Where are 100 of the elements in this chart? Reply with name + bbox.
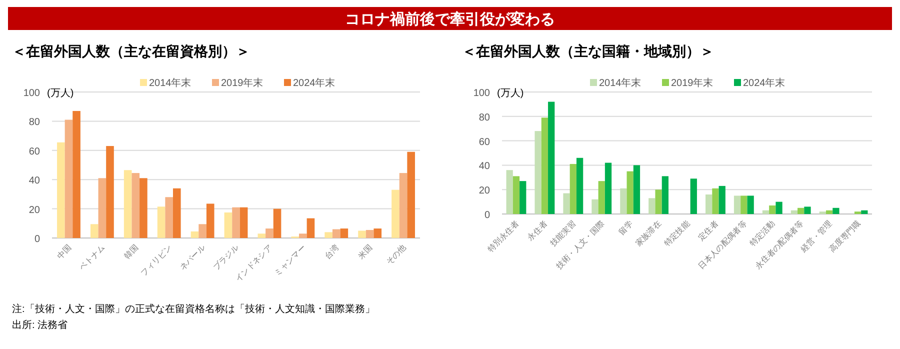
bar xyxy=(157,206,166,238)
legend-label: 2024年末 xyxy=(743,77,786,89)
bar xyxy=(570,164,576,214)
bar xyxy=(576,158,584,214)
bar xyxy=(534,131,542,214)
bar xyxy=(506,170,513,214)
y-tick-label: 0 xyxy=(484,210,490,221)
bar xyxy=(655,190,662,214)
x-tick-label: 特定技能 xyxy=(662,219,692,248)
bar xyxy=(172,188,181,238)
bar xyxy=(140,178,148,238)
x-tick-label: 家族滞在 xyxy=(634,219,663,248)
bar xyxy=(804,206,811,214)
bar xyxy=(273,208,282,238)
bar xyxy=(604,162,612,214)
bar xyxy=(106,146,114,238)
bar xyxy=(662,176,668,214)
y-tick-label: 40 xyxy=(28,176,40,187)
bar xyxy=(592,199,598,214)
x-tick-label: 特別永住者 xyxy=(486,219,521,254)
bar xyxy=(798,208,804,214)
bar xyxy=(324,232,332,238)
y-tick-label: 80 xyxy=(28,117,40,128)
bar xyxy=(98,178,106,238)
bar xyxy=(64,120,73,238)
bar xyxy=(266,228,274,238)
bar xyxy=(718,186,726,214)
x-tick-label: フィリピン xyxy=(138,243,174,278)
bar xyxy=(306,218,315,238)
x-tick-label: 台湾 xyxy=(323,243,341,261)
bar xyxy=(826,210,833,214)
bar xyxy=(124,170,132,238)
bar xyxy=(224,212,232,238)
bar xyxy=(861,210,868,214)
legend-label: 2014年末 xyxy=(149,77,192,89)
x-tick-label: その他 xyxy=(384,243,408,266)
y-tick-label: 0 xyxy=(34,234,40,245)
x-tick-label: 韓国 xyxy=(122,243,140,261)
x-tick-label: ミャンマー xyxy=(272,243,308,278)
bar xyxy=(598,181,605,214)
y-axis-title: (万人) xyxy=(497,88,524,99)
bar xyxy=(57,142,65,238)
bar xyxy=(374,228,382,238)
x-tick-label: ベトナム xyxy=(78,243,107,272)
bar xyxy=(520,181,526,214)
bar xyxy=(340,228,348,238)
y-axis-title: (万人) xyxy=(47,88,74,99)
bar xyxy=(563,193,570,214)
x-tick-label: 米国 xyxy=(356,243,374,261)
y-tick-label: 80 xyxy=(478,112,490,124)
bar xyxy=(240,207,248,238)
bar xyxy=(132,173,140,238)
bar xyxy=(548,102,555,214)
x-tick-label: 永住者 xyxy=(526,219,550,242)
bar xyxy=(776,202,782,214)
bar xyxy=(332,229,340,238)
bar xyxy=(512,176,520,214)
bar xyxy=(90,224,98,238)
bar xyxy=(72,110,80,238)
y-tick-label: 60 xyxy=(478,136,490,148)
bar xyxy=(712,188,719,214)
y-tick-label: 100 xyxy=(473,88,490,99)
bar xyxy=(762,210,770,214)
y-tick-label: 40 xyxy=(478,161,490,172)
bar xyxy=(299,234,307,238)
bar xyxy=(734,196,741,214)
chart-subtitle: ＜在留外国人数（主な在留資格別）＞ xyxy=(12,43,250,59)
bar xyxy=(399,173,408,238)
bar xyxy=(407,152,415,238)
bar xyxy=(747,196,754,214)
legend-label: 2019年末 xyxy=(221,77,264,89)
x-tick-label: 留学 xyxy=(616,219,634,237)
bar xyxy=(633,165,640,214)
y-tick-label: 20 xyxy=(28,204,40,216)
bar xyxy=(832,208,840,214)
y-tick-label: 100 xyxy=(23,88,40,99)
bar xyxy=(706,194,712,214)
chart-subtitle: ＜在留外国人数（主な国籍・地域別）＞ xyxy=(462,43,714,59)
bar xyxy=(198,224,206,238)
bar xyxy=(165,197,173,238)
legend-label: 2024年末 xyxy=(293,77,336,89)
bar xyxy=(620,188,627,214)
text: コロナ禍前後で牽引役が変わる xyxy=(345,10,555,28)
bar xyxy=(541,118,548,214)
bar xyxy=(258,234,266,238)
bar xyxy=(626,171,634,214)
bar xyxy=(769,205,776,214)
text: 注:「技術・人文・国際」の正式な在留資格名称は「技術・人文知識・国際業務」 xyxy=(12,303,375,315)
text: 出所: 法務省 xyxy=(12,319,68,331)
x-tick-label: 定住者 xyxy=(696,219,720,242)
bar xyxy=(648,198,656,214)
x-tick-label: 中国 xyxy=(55,243,74,261)
bar xyxy=(740,196,748,214)
y-tick-label: 60 xyxy=(28,146,40,158)
bar xyxy=(358,230,366,238)
bar xyxy=(206,204,214,238)
bar xyxy=(790,210,798,214)
y-tick-label: 20 xyxy=(478,186,490,197)
bar xyxy=(690,178,697,214)
x-tick-label: ブラジル xyxy=(211,243,240,272)
